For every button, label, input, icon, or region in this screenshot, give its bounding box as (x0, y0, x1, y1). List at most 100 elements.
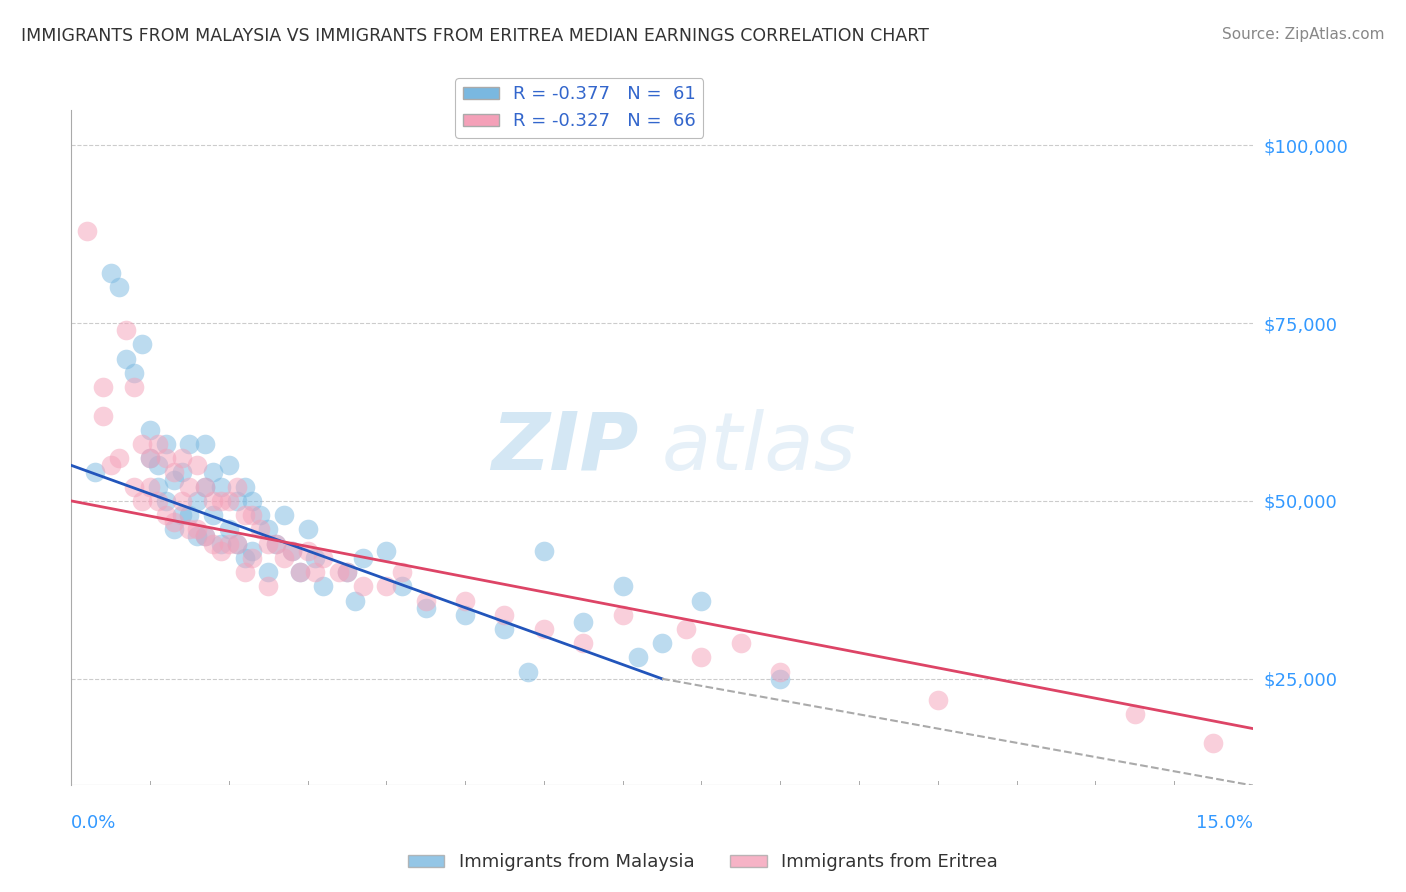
Point (155, 494, 177, 508)
Point (146, 494, 169, 508)
Point (225, 536, 247, 550)
Point (179, 480, 201, 494)
Point (100, 266, 122, 280)
Point (612, 579, 634, 593)
Point (257, 522, 280, 536)
Point (690, 650, 713, 665)
Point (122, 480, 145, 494)
Point (1202, 736, 1225, 750)
Point (769, 665, 792, 679)
Text: IMMIGRANTS FROM MALAYSIA VS IMMIGRANTS FROM ERITREA MEDIAN EARNINGS CORRELATION : IMMIGRANTS FROM MALAYSIA VS IMMIGRANTS F… (21, 27, 929, 45)
Point (179, 437, 201, 451)
Point (927, 693, 949, 707)
Point (533, 622, 555, 636)
Point (242, 494, 264, 508)
Point (391, 565, 413, 579)
Point (225, 536, 247, 550)
Point (163, 522, 186, 536)
Point (264, 536, 287, 550)
Point (690, 593, 713, 607)
Point (170, 508, 193, 523)
Point (202, 466, 225, 480)
Point (218, 494, 240, 508)
Point (218, 536, 240, 550)
Point (533, 543, 555, 558)
Point (170, 466, 193, 480)
Point (1123, 707, 1146, 722)
Point (107, 451, 129, 466)
Point (179, 508, 201, 523)
Point (163, 466, 186, 480)
Point (242, 543, 264, 558)
Point (194, 480, 217, 494)
Point (257, 579, 280, 593)
Point (202, 494, 225, 508)
Point (131, 437, 153, 451)
Point (612, 607, 634, 622)
Point (202, 536, 225, 550)
Point (627, 650, 650, 665)
Point (186, 529, 208, 543)
Point (115, 351, 138, 366)
Point (288, 565, 311, 579)
Point (83, 466, 105, 480)
Point (273, 508, 295, 523)
Point (572, 636, 595, 650)
Point (139, 423, 162, 437)
Point (225, 494, 247, 508)
Point (233, 565, 256, 579)
Point (312, 579, 335, 593)
Point (122, 380, 145, 394)
Point (100, 458, 122, 473)
Point (288, 565, 311, 579)
Point (312, 550, 335, 565)
Point (155, 508, 177, 523)
Point (242, 550, 264, 565)
Point (572, 615, 595, 629)
Point (233, 508, 256, 523)
Point (494, 607, 516, 622)
Point (651, 636, 673, 650)
Point (209, 543, 232, 558)
Point (730, 636, 752, 650)
Point (91, 380, 114, 394)
Point (415, 600, 437, 615)
Point (281, 543, 304, 558)
Point (304, 565, 326, 579)
Point (194, 529, 217, 543)
Point (249, 508, 271, 523)
Legend: Immigrants from Malaysia, Immigrants from Eritrea: Immigrants from Malaysia, Immigrants fro… (401, 847, 1005, 879)
Text: ZIP: ZIP (491, 409, 638, 486)
Point (91, 409, 114, 423)
Point (139, 451, 162, 466)
Point (179, 522, 201, 536)
Point (155, 451, 177, 466)
Point (375, 579, 398, 593)
Point (375, 543, 398, 558)
Text: 0.0%: 0.0% (72, 814, 117, 832)
Point (336, 565, 359, 579)
Point (146, 458, 169, 473)
Legend: R = -0.377   N =  61, R = -0.327   N =  66: R = -0.377 N = 61, R = -0.327 N = 66 (456, 78, 703, 137)
Point (281, 543, 304, 558)
Point (186, 494, 208, 508)
Point (202, 508, 225, 523)
Point (146, 480, 169, 494)
Point (257, 536, 280, 550)
Text: Source: ZipAtlas.com: Source: ZipAtlas.com (1222, 27, 1385, 42)
Point (225, 480, 247, 494)
Point (107, 280, 129, 294)
Point (297, 522, 319, 536)
Point (194, 437, 217, 451)
Point (264, 536, 287, 550)
Point (163, 473, 186, 487)
Text: atlas: atlas (662, 409, 856, 486)
Point (76, 223, 98, 237)
Point (233, 480, 256, 494)
Point (218, 522, 240, 536)
Point (146, 437, 169, 451)
Point (194, 529, 217, 543)
Point (769, 672, 792, 686)
Point (170, 451, 193, 466)
Point (209, 480, 232, 494)
